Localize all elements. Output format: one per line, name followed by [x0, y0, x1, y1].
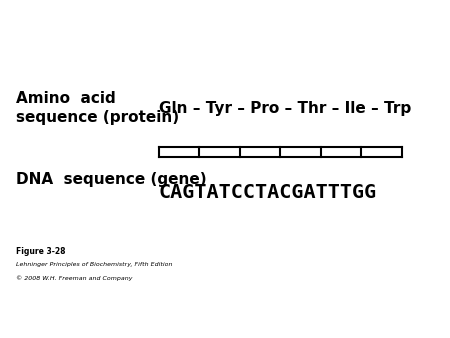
Text: © 2008 W.H. Freeman and Company: © 2008 W.H. Freeman and Company [17, 275, 133, 281]
Text: Gln – Tyr – Pro – Thr – Ile – Trp: Gln – Tyr – Pro – Thr – Ile – Trp [159, 101, 411, 116]
Text: DNA  sequence (gene): DNA sequence (gene) [17, 172, 207, 187]
Text: Amino  acid
sequence (protein): Amino acid sequence (protein) [17, 91, 180, 125]
Text: Lehninger Principles of Biochemistry, Fifth Edition: Lehninger Principles of Biochemistry, Fi… [17, 262, 173, 267]
Text: Figure 3-28: Figure 3-28 [17, 247, 66, 256]
Text: CAGTATCCTACGATTTGG: CAGTATCCTACGATTTGG [159, 183, 377, 202]
